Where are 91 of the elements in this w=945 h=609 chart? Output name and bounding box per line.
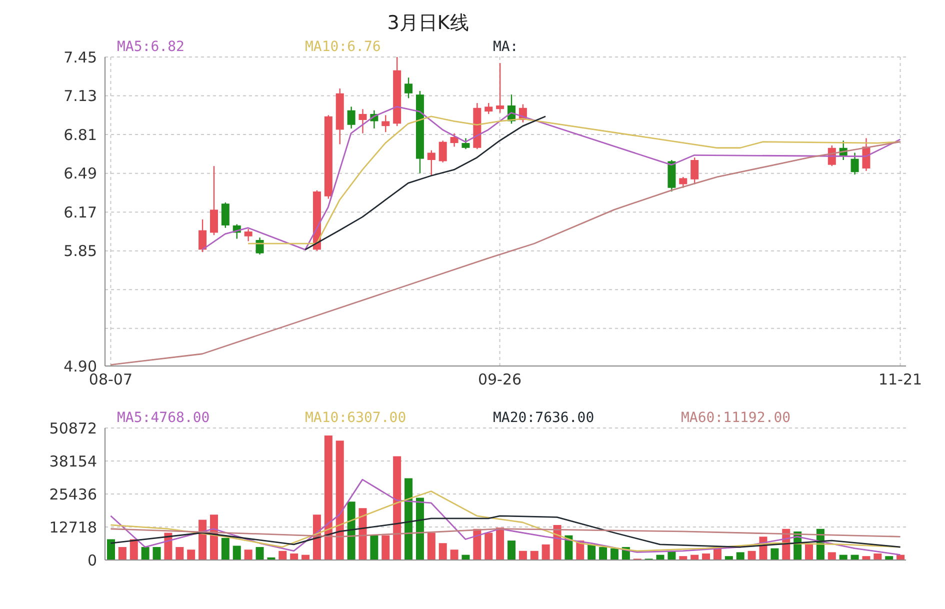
candlestick: [210, 165, 218, 236]
candlestick: [358, 108, 367, 134]
candlestick: [256, 236, 264, 256]
candlestick: [690, 156, 699, 185]
bar: [770, 548, 779, 560]
line-series: [110, 478, 901, 556]
candlestick: [496, 62, 504, 114]
bar: [244, 550, 252, 560]
bar: [324, 435, 332, 560]
candlestick: [404, 77, 413, 99]
candlestick: [382, 114, 390, 133]
bar: [358, 508, 367, 560]
text: MA5:4768.00: [117, 410, 211, 426]
bar: [427, 532, 436, 560]
bar: [416, 498, 424, 560]
y-tick-label: 50872: [49, 419, 97, 438]
candlestick: [450, 132, 458, 148]
candlestick: [427, 150, 436, 176]
candlestick: [462, 138, 470, 150]
bar: [198, 520, 207, 560]
text: MA10:6.76: [305, 39, 382, 55]
text: MA20:7636.00: [493, 410, 596, 426]
bar: [118, 547, 126, 560]
bar: [805, 544, 814, 560]
chart-title: 3月日K线: [386, 11, 470, 36]
y-tick-label: 7.13: [64, 87, 97, 106]
bar: [141, 547, 150, 560]
candlestick: [438, 140, 447, 164]
candlestick: [198, 218, 207, 253]
candlestick: [244, 228, 252, 242]
x-tick-label: 09-26: [478, 370, 522, 389]
candlestick: [679, 176, 688, 188]
bar: [152, 547, 161, 560]
y-tick-label: 0: [87, 551, 97, 570]
bar: [107, 539, 115, 560]
bar: [508, 540, 516, 560]
text: MA60:11192.00: [681, 410, 792, 426]
bar: [187, 550, 196, 560]
bar: [232, 546, 241, 560]
y-tick-label: 6.81: [64, 126, 97, 144]
bar: [404, 478, 413, 560]
y-tick-label: 38154: [49, 452, 97, 470]
line-series: [304, 116, 546, 250]
bar: [518, 550, 527, 560]
bar: [450, 550, 458, 560]
bar: [610, 548, 618, 560]
candlestick: [221, 202, 230, 228]
bar: [736, 552, 744, 560]
bar: [679, 556, 688, 560]
bar: [336, 440, 344, 560]
bar: [588, 544, 596, 560]
y-tick-label: 5.85: [64, 242, 97, 260]
bar: [290, 554, 298, 560]
candlestick: [484, 102, 493, 115]
line-series: [110, 490, 901, 552]
bar: [748, 550, 756, 560]
text: MA5:6.82: [117, 39, 186, 55]
line-series: [110, 141, 901, 366]
bar: [256, 547, 264, 560]
bar: [176, 547, 184, 560]
bar: [874, 554, 882, 560]
bar: [278, 550, 287, 560]
candlestick: [850, 152, 859, 176]
y-tick-label: 6.49: [64, 164, 97, 183]
bar: [530, 550, 538, 560]
bar: [382, 535, 390, 560]
bar: [599, 547, 608, 560]
bar: [724, 556, 733, 560]
bar: [702, 554, 710, 560]
bar: [484, 532, 493, 560]
candlestick: [347, 106, 356, 130]
bar: [393, 456, 402, 560]
x-tick-label: 08-07: [88, 370, 133, 389]
bar: [885, 556, 894, 560]
bar: [221, 538, 230, 560]
bar: [347, 502, 356, 560]
y-tick-label: 12718: [49, 518, 97, 536]
bar: [438, 543, 447, 560]
y-tick-label: 25436: [49, 485, 97, 504]
line-series: [110, 515, 901, 548]
bar: [130, 539, 138, 560]
bar: [828, 552, 836, 560]
x-tick-label: 11-21: [878, 370, 922, 389]
y-tick-label: 7.45: [64, 48, 97, 66]
bar: [862, 556, 870, 560]
bar: [370, 535, 378, 560]
bar: [496, 528, 504, 560]
text: MA:: [493, 39, 520, 55]
y-tick-label: 6.17: [64, 203, 97, 222]
bar: [542, 544, 550, 560]
text: MA10:6307.00: [305, 410, 408, 426]
